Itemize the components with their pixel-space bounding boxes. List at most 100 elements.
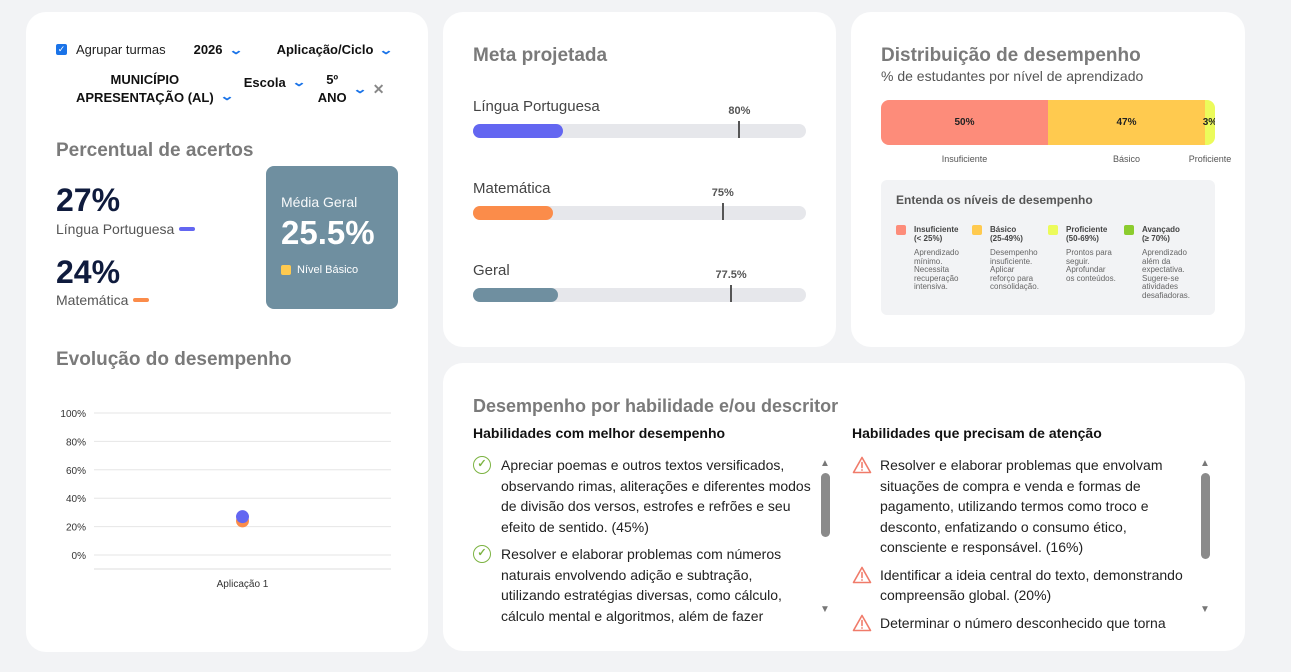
mat-percentage: 24% [56,254,121,290]
school-select[interactable]: Escola ⌄ [243,74,307,90]
legend-level-desc: Aprendizado mínimo. Necessita recuperaçã… [914,248,959,291]
best-skill-item: ✓ Resolver e elaborar problemas com númer… [473,544,813,626]
skills-card: Desempenho por habilidade e/ou descritor… [443,363,1245,651]
legend-level-body: Avançado (≥ 70%) Aprendizado além da expec… [1142,225,1192,300]
best-skills-list[interactable]: ✓ Apreciar poemas e outros textos versifi… [473,455,813,633]
y-tick-label: 0% [72,551,87,562]
legend-level-desc: Prontos para seguir. Aprofundar os conte… [1066,248,1116,283]
clear-filter-icon[interactable]: ✕ [372,80,385,97]
y-tick-label: 40% [66,494,86,505]
attention-skill-text: Determinar o número desconhecido que tor… [880,614,1166,631]
grade-line2: ANO [317,90,347,105]
media-badge-text: Nível Básico [297,264,359,276]
legend-level-name: Insuficiente [914,225,959,234]
warning-triangle-icon [852,456,872,558]
y-tick-label: 20% [66,523,86,534]
distribution-bar: 50%47%3% [881,100,1215,145]
best-skill-text: Resolver e elaborar problemas com número… [501,546,782,624]
data-point [236,510,249,524]
legend-level-range: (50-69%) [1066,234,1099,243]
distribution-segment: 3% [1203,100,1215,145]
chevron-down-icon: ⌄ [228,42,244,57]
meta-progress-fill [473,124,563,138]
municipality-line1: MUNICÍPIO [110,72,180,87]
media-label: Média Geral [281,194,358,210]
evolution-chart: 100% 80% 60% 40% 20% 0% Aplicação 1 [60,409,391,590]
best-skill-item: ✓ Apreciar poemas e outros textos versifi… [473,455,813,537]
mat-label-text: Matemática [56,292,129,308]
attention-skills-scrollbar[interactable]: ▲ ▼ [1200,459,1210,615]
attention-skill-item: Determinar o número desconhecido que tor… [852,613,1192,637]
scroll-up-icon[interactable]: ▲ [1200,458,1210,469]
distribution-axis-label: Proficiente [1188,154,1232,164]
legend-level-body: Proficiente (50-69%) Prontos para seguir. … [1066,225,1116,300]
mat-color-dash [133,298,150,302]
group-classes-label: Agrupar turmas [76,42,166,57]
school-value: Escola [243,74,286,90]
meta-progress-track [473,203,806,220]
year-select[interactable]: 2026 ⌄ [193,42,244,57]
attention-skills-list[interactable]: Resolver e elaborar problemas que envolv… [852,455,1192,644]
check-circle-icon: ✓ [473,545,493,626]
legend-level-range: (25-49%) [990,234,1023,243]
chevron-down-icon: ⌄ [291,75,307,89]
lp-percentage: 27% [56,182,121,218]
application-value: Aplicação/Ciclo [276,42,374,57]
scroll-thumb[interactable] [820,473,830,537]
legend-level: Proficiente (50-69%) Prontos para seguir. … [1048,225,1124,300]
distribution-axis-label: Básico [1112,154,1140,164]
legend-level-name: Básico [990,225,1017,234]
distribution-segment: 47% [1048,100,1205,145]
meta-target-marker [730,285,733,302]
best-skills-title: Habilidades com melhor desempenho [473,425,726,441]
attention-skill-text: Resolver e elaborar problemas que envolv… [880,457,1163,555]
scroll-down-icon[interactable]: ▼ [820,604,830,615]
mat-label: Matemática [56,292,150,308]
attention-skills-title: Habilidades que precisam de atenção [852,425,1102,441]
level-color-square [1048,225,1058,235]
skills-title: Desempenho por habilidade e/ou descritor [473,396,839,416]
legend-level-name: Proficiente [1066,225,1108,234]
acertos-title: Percentual de acertos [56,140,254,161]
y-tick-label: 100% [60,409,86,420]
media-badge: Nível Básico [281,264,383,276]
meta-progress-fill [473,206,553,220]
municipality-select[interactable]: MUNICÍPIO APRESENTAÇÃO (AL) ⌄ [76,71,235,107]
meta-card: Meta projetada Língua Portuguesa 80% Matem… [443,12,836,347]
chevron-down-icon: ⌄ [219,89,235,103]
distribution-axis-label: Insuficiente [941,154,988,164]
distribution-subtitle: % de estudantes por nível de aprendizado [881,68,1144,84]
application-select[interactable]: Aplicação/Ciclo ⌄ [276,42,394,57]
lp-label-text: Língua Portuguesa [56,221,175,237]
meta-label: Matemática [473,180,551,197]
scroll-down-icon[interactable]: ▼ [1200,604,1210,615]
year-value: 2026 [193,42,223,57]
meta-progress-track [473,121,806,138]
level-color-square [972,225,982,235]
meta-target-label: 77.5% [715,269,747,281]
distribution-title: Distribuição de desempenho [881,45,1141,66]
meta-progress-fill [473,288,558,302]
best-skills-scrollbar[interactable]: ▲ ▼ [820,459,830,615]
check-circle-icon: ✓ [473,456,493,537]
attention-skill-text: Identificar a ideia central do texto, de… [880,566,1183,604]
chevron-down-icon: ⌄ [378,42,394,57]
lp-color-dash [179,227,196,231]
media-value: 25.5% [281,214,375,251]
grade-line1: 5º [326,72,339,87]
y-tick-label: 80% [66,437,86,448]
meta-title: Meta projetada [473,45,608,66]
level-color-square [896,225,906,235]
grade-select[interactable]: 5º ANO ⌄ ✕ [318,71,385,107]
scroll-thumb[interactable] [1200,473,1210,559]
media-geral-box: Média Geral 25.5% Nível Básico [266,166,398,309]
group-classes-checkbox[interactable]: ✓ [56,44,67,55]
legend-level-desc: Desempenho insuficiente. Aplicar reforço… [990,248,1039,291]
meta-target-marker [738,121,741,138]
level-color-square [1124,225,1134,235]
scroll-up-icon[interactable]: ▲ [820,458,830,469]
legend-level-desc: Aprendizado além da expectativa. Sugere-… [1142,248,1191,300]
meta-label: Geral [473,262,510,279]
chevron-down-icon: ⌄ [352,82,368,96]
legend-title: Entenda os níveis de desempenho [896,193,1093,207]
